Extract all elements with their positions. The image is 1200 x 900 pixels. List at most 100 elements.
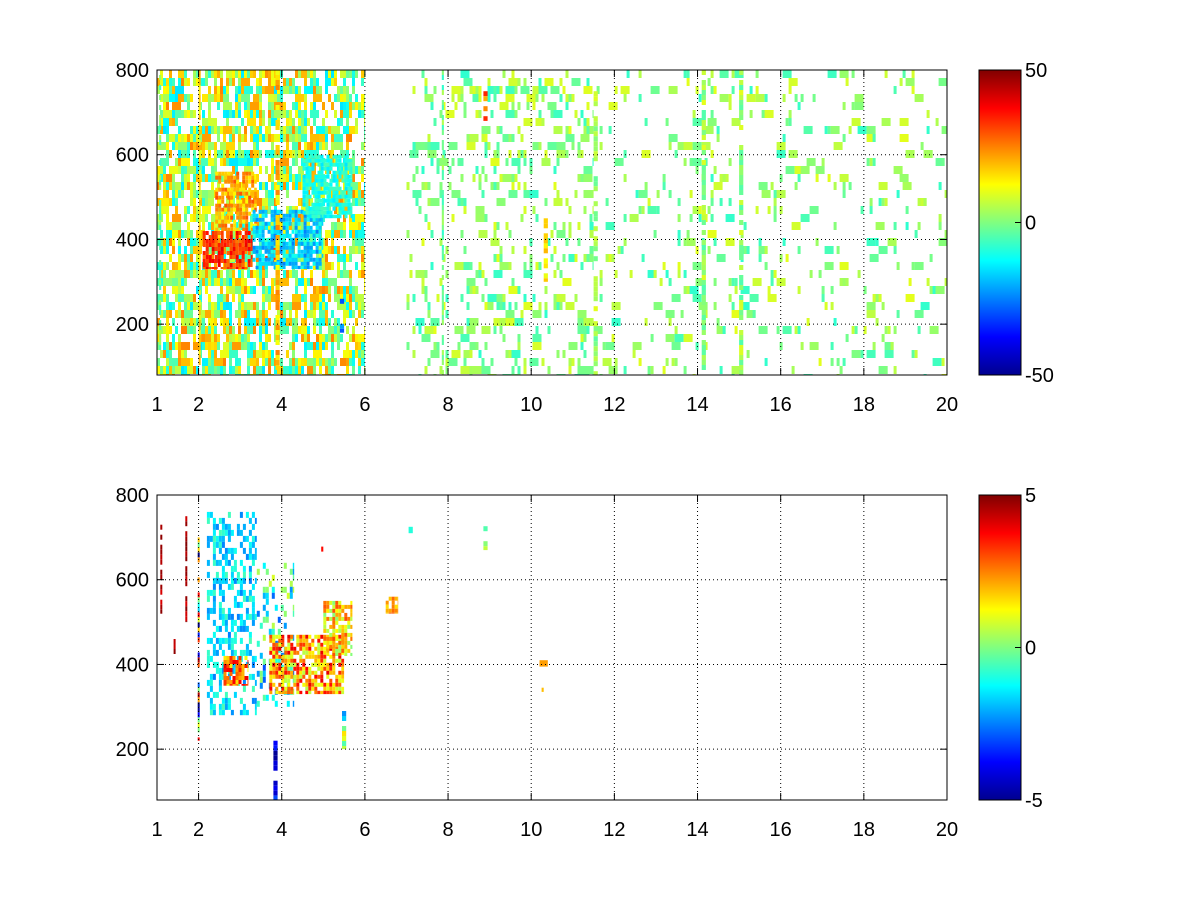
heatmap-cell	[361, 238, 364, 246]
heatmap-cell	[716, 134, 720, 142]
heatmap-cell	[490, 358, 494, 366]
heatmap-cell	[181, 230, 184, 238]
heatmap-cell	[295, 182, 298, 190]
heatmap-cell	[178, 190, 181, 198]
heatmap-cell	[288, 217, 292, 222]
heatmap-cell	[739, 125, 744, 130]
heatmap-cell	[593, 136, 598, 142]
heatmap-cell	[316, 78, 319, 86]
heatmap-cell	[280, 318, 289, 326]
heatmap-cell	[323, 174, 327, 179]
heatmap-cell	[341, 624, 345, 629]
heatmap-cell	[441, 125, 444, 130]
heatmap-cell	[391, 612, 395, 614]
heatmap-cell	[166, 302, 169, 310]
heatmap-cell	[326, 186, 330, 191]
heatmap-cell	[335, 674, 339, 679]
heatmap-cell	[314, 158, 318, 163]
heatmap-cell	[311, 662, 315, 667]
heatmap-cell	[797, 174, 801, 182]
heatmap-cell	[773, 270, 777, 278]
heatmap-cell	[187, 342, 190, 350]
heatmap-cell	[178, 334, 181, 342]
heatmap-cell	[297, 249, 301, 254]
heatmap-cell	[275, 215, 280, 220]
heatmap-cell	[338, 640, 342, 645]
heatmap-cell	[256, 568, 260, 575]
heatmap-cell	[221, 703, 225, 710]
heatmap-cell	[323, 634, 327, 639]
heatmap-cell	[325, 262, 334, 270]
heatmap-cell	[355, 342, 358, 350]
heatmap-cell	[334, 222, 337, 230]
heatmap-cell	[701, 280, 706, 285]
heatmap-cell	[288, 261, 292, 266]
heatmap-cell	[181, 366, 184, 374]
heatmap-cell	[739, 245, 744, 250]
heatmap-cell	[311, 670, 315, 675]
heatmap-cell	[184, 270, 187, 278]
heatmap-cell	[163, 278, 172, 286]
heatmap-cell	[344, 202, 348, 207]
heatmap-cell	[739, 275, 744, 280]
heatmap-cell	[256, 158, 259, 166]
heatmap-cell	[803, 126, 813, 134]
heatmap-cell	[821, 158, 825, 166]
heatmap-cell	[255, 233, 259, 238]
heatmap-cell	[229, 270, 232, 278]
heatmap-cell	[306, 253, 310, 258]
heatmap-cell	[283, 562, 287, 569]
heatmap-cell	[271, 574, 275, 581]
heatmap-cell	[806, 318, 810, 326]
heatmap-cell	[586, 254, 590, 262]
heatmap-cell	[252, 229, 256, 234]
x-tick-label: 2	[193, 394, 204, 416]
heatmap-cell	[218, 203, 222, 208]
heatmap-cell	[448, 142, 458, 150]
heatmap-cell	[508, 302, 512, 310]
heatmap-cell	[788, 86, 792, 94]
heatmap-cell	[323, 640, 327, 645]
heatmap-cell	[355, 230, 358, 238]
heatmap-cell	[565, 126, 569, 134]
heatmap-cell	[483, 106, 488, 112]
heatmap-cell	[221, 199, 225, 204]
heatmap-cell	[436, 342, 440, 350]
heatmap-cell	[355, 246, 358, 254]
heatmap-cell	[346, 358, 349, 366]
heatmap-cell	[484, 214, 488, 222]
heatmap-cell	[710, 190, 714, 198]
heatmap-cell	[211, 198, 214, 206]
heatmap-cell	[242, 523, 246, 530]
heatmap-cell	[250, 239, 253, 243]
heatmap-cell	[262, 634, 266, 641]
heatmap-cell	[347, 620, 351, 625]
heatmap-cell	[508, 190, 518, 198]
heatmap-cell	[275, 646, 279, 651]
heatmap-cell	[302, 670, 306, 675]
heatmap-cell	[629, 214, 639, 222]
heatmap-cell	[220, 302, 223, 310]
heatmap-cell	[294, 221, 298, 226]
heatmap-cell	[308, 678, 312, 683]
heatmap-cell	[178, 126, 181, 134]
heatmap-cell	[185, 606, 188, 612]
heatmap-cell	[292, 158, 295, 166]
heatmap-cell	[270, 209, 274, 214]
heatmap-cell	[325, 366, 328, 374]
heatmap-cell	[272, 638, 276, 643]
heatmap-cell	[172, 366, 175, 374]
heatmap-cell	[349, 230, 352, 238]
heatmap-cell	[238, 78, 241, 86]
heatmap-cell	[232, 660, 236, 664]
heatmap-cell	[224, 175, 228, 180]
heatmap-cell	[439, 182, 443, 190]
heatmap-cell	[184, 214, 187, 222]
heatmap-cell	[252, 245, 256, 250]
heatmap-cell	[226, 302, 229, 310]
heatmap-cell	[303, 217, 307, 222]
heatmap-cell	[208, 350, 211, 358]
heatmap-cell	[224, 571, 228, 578]
heatmap-cell	[313, 102, 316, 110]
heatmap-cell	[809, 342, 819, 350]
